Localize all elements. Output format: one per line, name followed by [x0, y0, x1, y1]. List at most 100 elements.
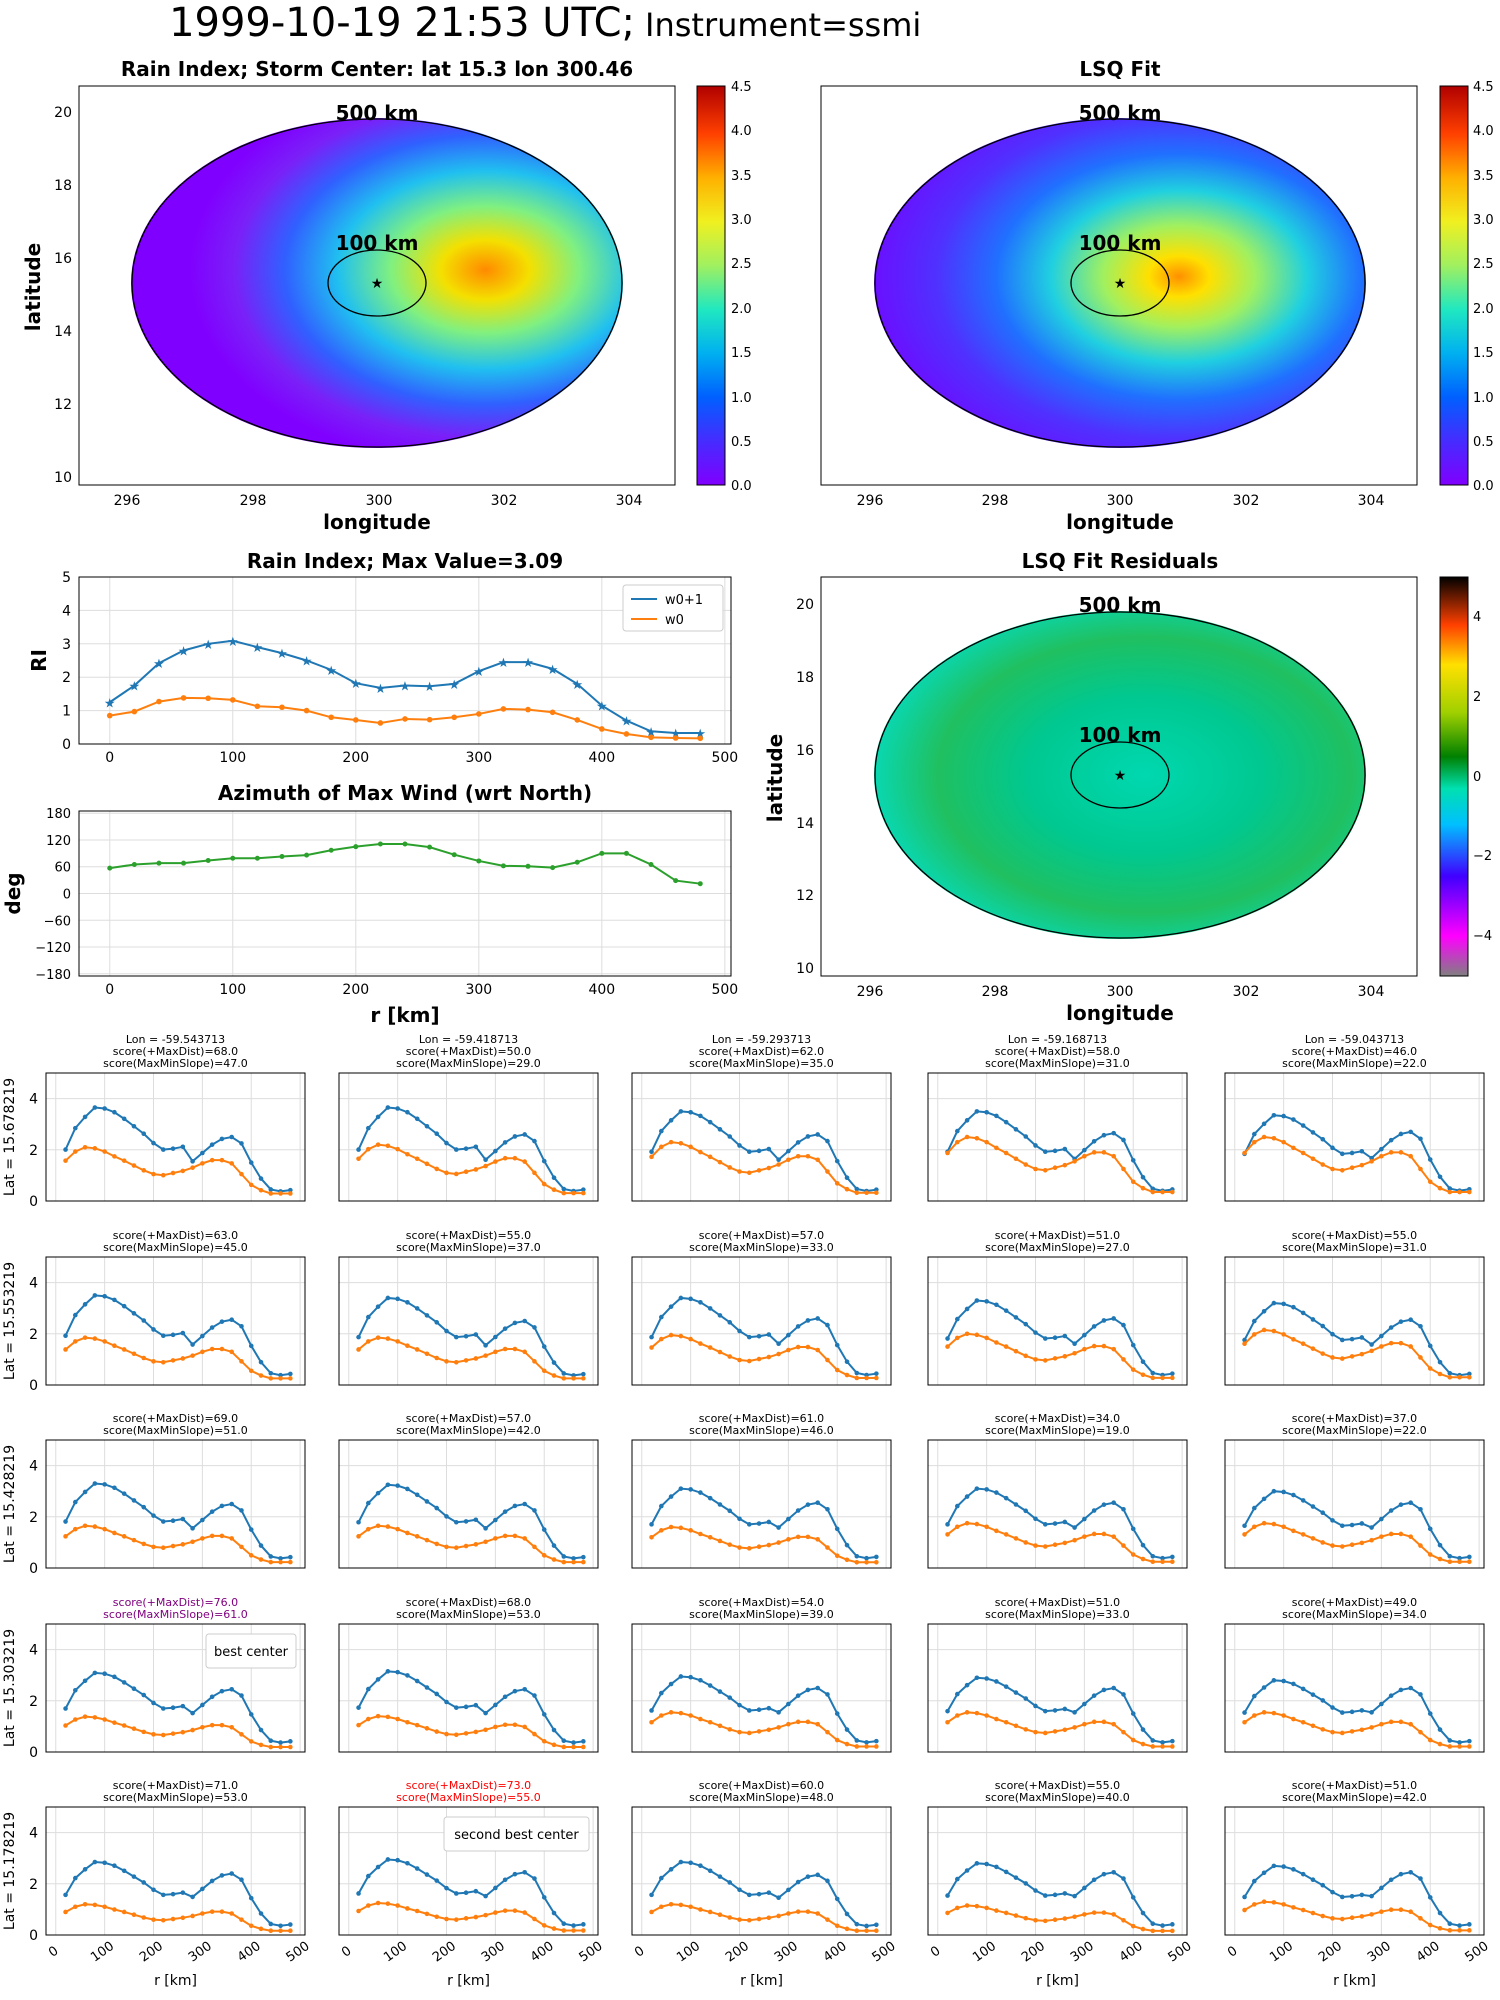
panel-point — [1013, 1536, 1019, 1541]
panel-point — [1408, 1869, 1413, 1875]
panel-point — [151, 1544, 156, 1550]
panel-point — [659, 1713, 664, 1718]
panel-point — [141, 1131, 147, 1137]
panel-point — [532, 1544, 537, 1550]
panel-point — [815, 1157, 820, 1163]
panel-point — [141, 1692, 147, 1698]
panel-xtick: 300 — [186, 1939, 215, 1966]
ri-point: ★ — [178, 644, 190, 659]
panel-point — [727, 1880, 733, 1885]
panel-point — [854, 1928, 860, 1933]
panel-point — [688, 1487, 693, 1492]
panel-point — [825, 1506, 830, 1512]
panel-frame — [338, 1256, 599, 1386]
panel-point — [834, 1553, 840, 1559]
panel-score-maxdist: score(+MaxDist)=68.0 — [406, 1596, 531, 1609]
panel-point — [1072, 1725, 1077, 1730]
panel-point — [229, 1536, 234, 1541]
panel-score-maxdist: score(+MaxDist)=34.0 — [995, 1412, 1120, 1425]
panel-score-maxdist: score(+MaxDist)=51.0 — [995, 1596, 1120, 1609]
panel-point — [1111, 1912, 1116, 1917]
panel-series-line — [64, 1482, 291, 1560]
panel-score-maxdist: score(+MaxDist)=49.0 — [1292, 1596, 1417, 1609]
panel-score-maxdist: score(+MaxDist)=46.0 — [1292, 1045, 1417, 1058]
panel-ytick: 4 — [29, 1643, 38, 1659]
panel-point — [984, 1905, 989, 1911]
panel-point — [746, 1708, 752, 1713]
panel-point — [1111, 1153, 1116, 1159]
panel-ytick: 4 — [29, 1459, 38, 1475]
panel-point — [1457, 1923, 1462, 1928]
panel-point — [994, 1302, 999, 1308]
row-lat-label: Lat = 15.678219 — [2, 1078, 18, 1196]
panel-point — [160, 1333, 166, 1339]
ri-point: ★ — [350, 677, 362, 692]
map3-ytick: 16 — [796, 743, 814, 759]
panel-point — [717, 1349, 723, 1355]
panel-lon-title: Lon = -59.543713 — [126, 1033, 225, 1046]
panel-point — [200, 1517, 205, 1523]
ri-point — [697, 735, 704, 742]
panel-point — [102, 1671, 107, 1676]
panel-point — [483, 1539, 488, 1545]
panel-point — [1062, 1727, 1068, 1733]
panel-point — [746, 1334, 752, 1340]
panel-point — [737, 1169, 742, 1174]
panel-point — [1111, 1130, 1116, 1136]
panel-point — [1437, 1727, 1443, 1732]
map3-ring-100 — [1070, 741, 1170, 809]
search-panel: score(MaxMinSlope)=48.0score(+MaxDist)=6… — [631, 1779, 899, 1989]
panel-point — [815, 1685, 820, 1691]
panel-point — [1281, 1864, 1286, 1869]
panel-point — [483, 1163, 488, 1169]
panel-point — [258, 1187, 264, 1193]
panel-point — [581, 1922, 586, 1927]
panel-series-line — [1243, 1522, 1470, 1563]
panel-point — [239, 1732, 244, 1737]
panel-point — [1140, 1556, 1146, 1562]
panel-point — [864, 1740, 869, 1745]
panel-point — [551, 1187, 557, 1193]
panel-point — [512, 1503, 518, 1509]
panel-point — [1101, 1502, 1107, 1507]
panel-point — [1359, 1892, 1365, 1898]
panel-point — [688, 1860, 693, 1866]
panel-point — [288, 1744, 293, 1750]
panel-point — [278, 1928, 283, 1933]
panel-point — [209, 1909, 215, 1914]
panel-point — [1013, 1723, 1019, 1729]
panel-point — [219, 1319, 225, 1324]
panel-point — [414, 1908, 420, 1914]
map1-ring-500 — [131, 118, 623, 448]
panel-point — [366, 1500, 371, 1506]
panel-point — [561, 1554, 567, 1559]
panel-series-line — [650, 1526, 877, 1564]
panel-xlabel: r [km] — [1036, 1973, 1079, 1989]
panel-point — [551, 1557, 557, 1562]
ri-point: ★ — [547, 663, 559, 678]
panel-point — [1437, 1359, 1443, 1365]
panel-point — [1242, 1341, 1247, 1347]
panel-point — [974, 1903, 980, 1909]
panel-point — [737, 1702, 742, 1708]
panel-point — [424, 1499, 430, 1504]
cbar-tick: 4.0 — [1473, 124, 1494, 139]
panel-point — [375, 1900, 381, 1906]
panel-point — [395, 1339, 400, 1344]
panel-point — [581, 1928, 586, 1933]
panel-score-slope: score(MaxMinSlope)=33.0 — [985, 1608, 1130, 1621]
panel-ytick: 4 — [29, 1826, 38, 1842]
panel-point — [1330, 1518, 1335, 1523]
panel-point — [974, 1486, 980, 1491]
search-panel: score(MaxMinSlope)=51.0score(+MaxDist)=6… — [29, 1412, 306, 1577]
panel-point — [1427, 1366, 1433, 1371]
panel-point — [571, 1556, 576, 1561]
panel-xtick: 300 — [1068, 1939, 1097, 1966]
panel-point — [1091, 1719, 1097, 1725]
panel-point — [541, 1712, 547, 1717]
panel-point — [1252, 1902, 1257, 1907]
panel-point — [395, 1146, 400, 1152]
panel-point — [834, 1367, 840, 1373]
panel-point — [1447, 1186, 1453, 1191]
map2-colorbar — [1439, 85, 1469, 486]
